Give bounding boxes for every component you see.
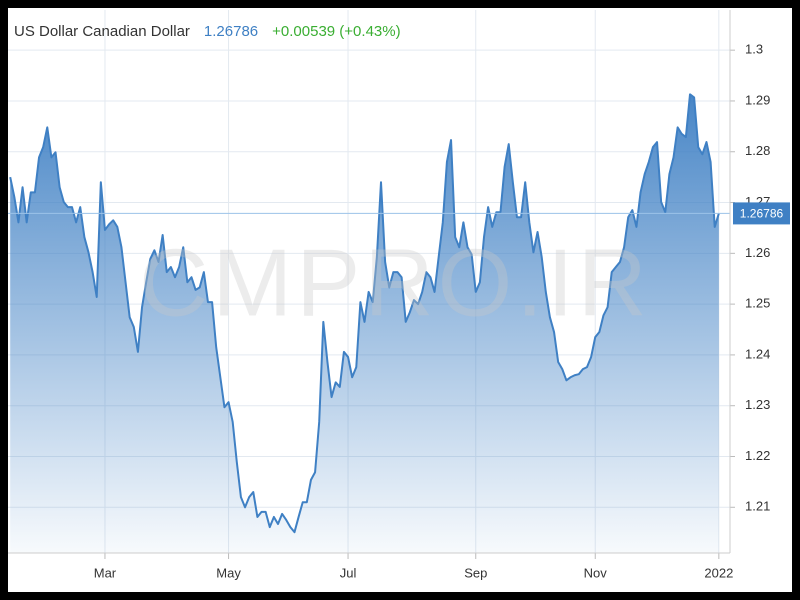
x-tick-label: Sep	[464, 565, 487, 580]
last-value-tag-label: 1.26786	[740, 207, 784, 221]
x-tick-label: Nov	[584, 565, 608, 580]
x-tick-label: 2022	[704, 565, 733, 580]
y-tick-label: 1.3	[745, 42, 763, 57]
watermark: CMPRO.IR	[139, 229, 651, 336]
last-value: 1.26786	[204, 23, 258, 40]
chart-title: US Dollar Canadian Dollar	[14, 23, 190, 40]
y-tick-label: 1.24	[745, 346, 770, 361]
y-tick-label: 1.28	[745, 143, 770, 158]
y-tick-label: 1.21	[745, 499, 770, 514]
plot	[8, 93, 730, 553]
y-tick-label: 1.29	[745, 92, 770, 107]
change-label: +0.00539 (+0.43%)	[272, 23, 400, 40]
line	[9, 93, 720, 534]
x-tick-label: May	[216, 565, 241, 580]
axes: 1.211.221.231.241.251.261.271.281.291.3M…	[8, 10, 790, 580]
area-fill	[10, 94, 719, 553]
chart-header: US Dollar Canadian Dollar 1.26786 +0.00539…	[14, 23, 401, 40]
y-tick-label: 1.26	[745, 245, 770, 260]
x-tick-label: Jul	[340, 565, 357, 580]
last-value-tag	[733, 202, 790, 225]
y-tick-label: 1.23	[745, 397, 770, 412]
y-tick-label: 1.25	[745, 296, 770, 311]
y-tick-label: 1.22	[745, 448, 770, 463]
x-tick-label: Mar	[94, 565, 117, 580]
